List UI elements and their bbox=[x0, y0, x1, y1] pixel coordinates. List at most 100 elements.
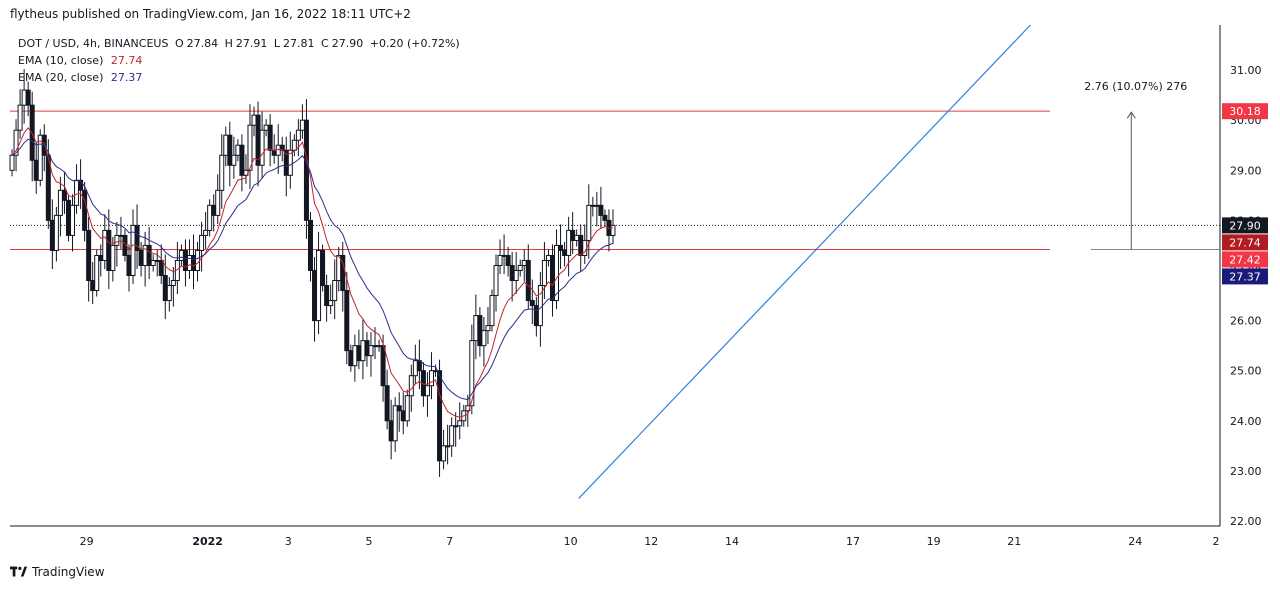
symbol-ohlc-row[interactable]: DOT / USD, 4h, BINANCEUS O 27.84 H 27.91 L… bbox=[18, 35, 463, 52]
candle-body[interactable] bbox=[90, 280, 96, 292]
candle-body[interactable] bbox=[191, 254, 197, 271]
candle-body[interactable] bbox=[25, 89, 31, 106]
candle-body[interactable] bbox=[513, 269, 519, 282]
candle-body[interactable] bbox=[231, 154, 237, 166]
candle-body[interactable] bbox=[529, 300, 535, 307]
candle-body[interactable] bbox=[360, 340, 366, 362]
candle-body[interactable] bbox=[251, 114, 257, 126]
candle-body[interactable] bbox=[541, 259, 547, 287]
candle-body[interactable] bbox=[412, 360, 418, 377]
candle-body[interactable] bbox=[437, 370, 443, 462]
candle-body[interactable] bbox=[267, 124, 273, 151]
candle-body[interactable] bbox=[17, 104, 23, 131]
candle-body[interactable] bbox=[336, 254, 342, 282]
candle-body[interactable] bbox=[259, 129, 265, 166]
candle-body[interactable] bbox=[45, 154, 51, 221]
candle-body[interactable] bbox=[150, 259, 156, 266]
candle-body[interactable] bbox=[457, 420, 463, 427]
candle-body[interactable] bbox=[424, 385, 430, 397]
symbol-label[interactable]: DOT / USD, 4h, BINANCEUS bbox=[18, 37, 169, 50]
ema10-legend-row[interactable]: EMA (10, close) 27.74 bbox=[18, 52, 463, 69]
candle-body[interactable] bbox=[307, 219, 313, 271]
candle-body[interactable] bbox=[364, 340, 370, 357]
candle-body[interactable] bbox=[235, 144, 241, 156]
candle-body[interactable] bbox=[372, 345, 378, 348]
candle-body[interactable] bbox=[384, 385, 390, 422]
candle-body[interactable] bbox=[562, 249, 568, 256]
candle-body[interactable] bbox=[521, 259, 527, 266]
candle-body[interactable] bbox=[408, 375, 414, 397]
candle-body[interactable] bbox=[324, 285, 330, 307]
candle-body[interactable] bbox=[29, 104, 35, 161]
candle-body[interactable] bbox=[49, 219, 55, 251]
candle-body[interactable] bbox=[396, 405, 402, 412]
candle-body[interactable] bbox=[219, 154, 225, 191]
candle-body[interactable] bbox=[110, 244, 116, 271]
candle-body[interactable] bbox=[303, 119, 309, 221]
candle-body[interactable] bbox=[602, 214, 608, 221]
candle-body[interactable] bbox=[199, 234, 205, 251]
candle-body[interactable] bbox=[98, 254, 104, 261]
candle-body[interactable] bbox=[21, 89, 27, 106]
candle-body[interactable] bbox=[570, 229, 576, 241]
candle-body[interactable] bbox=[70, 204, 76, 236]
candle-body[interactable] bbox=[247, 124, 253, 171]
candle-body[interactable] bbox=[195, 249, 201, 271]
candle-body[interactable] bbox=[154, 259, 160, 262]
candle-body[interactable] bbox=[162, 275, 168, 302]
candle-body[interactable] bbox=[138, 249, 144, 266]
candle-body[interactable] bbox=[558, 244, 564, 251]
candle-body[interactable] bbox=[106, 229, 112, 271]
candle-body[interactable] bbox=[441, 445, 447, 462]
candle-body[interactable] bbox=[320, 249, 326, 287]
candle-body[interactable] bbox=[376, 345, 382, 348]
candle-body[interactable] bbox=[332, 280, 338, 302]
candle-body[interactable] bbox=[211, 204, 217, 216]
candle-body[interactable] bbox=[574, 234, 580, 241]
candle-body[interactable] bbox=[481, 330, 487, 347]
footer-branding[interactable]: TradingView bbox=[10, 565, 105, 579]
candle-body[interactable] bbox=[9, 154, 15, 171]
candle-body[interactable] bbox=[509, 264, 515, 282]
trend-line[interactable] bbox=[578, 24, 1031, 499]
candle-body[interactable] bbox=[578, 234, 584, 256]
candle-body[interactable] bbox=[57, 189, 63, 216]
candle-body[interactable] bbox=[505, 254, 511, 266]
candle-body[interactable] bbox=[114, 234, 120, 246]
candle-body[interactable] bbox=[400, 410, 406, 422]
ema10-line[interactable] bbox=[11, 127, 614, 418]
candle-body[interactable] bbox=[271, 149, 277, 156]
candle-body[interactable] bbox=[126, 254, 132, 277]
candle-body[interactable] bbox=[445, 445, 451, 448]
candle-body[interactable] bbox=[227, 134, 233, 166]
candle-body[interactable] bbox=[356, 345, 362, 362]
candle-body[interactable] bbox=[13, 129, 19, 156]
candle-body[interactable] bbox=[388, 420, 394, 442]
candle-body[interactable] bbox=[489, 295, 495, 327]
candle-body[interactable] bbox=[166, 285, 172, 302]
candle-body[interactable] bbox=[501, 254, 507, 257]
candle-body[interactable] bbox=[78, 179, 84, 191]
candle-body[interactable] bbox=[404, 395, 410, 422]
candle-body[interactable] bbox=[473, 315, 479, 342]
candle-body[interactable] bbox=[158, 259, 164, 277]
candle-body[interactable] bbox=[525, 259, 531, 302]
candle-body[interactable] bbox=[545, 254, 551, 261]
candle-body[interactable] bbox=[170, 280, 176, 287]
candle-body[interactable] bbox=[118, 234, 124, 237]
ema20-line[interactable] bbox=[11, 138, 614, 401]
candle-body[interactable] bbox=[65, 199, 71, 236]
candle-body[interactable] bbox=[215, 189, 221, 216]
candle-body[interactable] bbox=[485, 325, 491, 332]
candle-body[interactable] bbox=[590, 204, 596, 207]
candle-body[interactable] bbox=[449, 425, 455, 447]
candle-body[interactable] bbox=[340, 254, 346, 292]
candle-body[interactable] bbox=[287, 149, 293, 176]
candle-body[interactable] bbox=[312, 269, 318, 322]
candle-body[interactable] bbox=[146, 244, 152, 266]
candle-body[interactable] bbox=[348, 350, 354, 367]
candle-body[interactable] bbox=[586, 204, 592, 241]
candle-body[interactable] bbox=[134, 224, 140, 251]
candle-body[interactable] bbox=[493, 264, 499, 297]
